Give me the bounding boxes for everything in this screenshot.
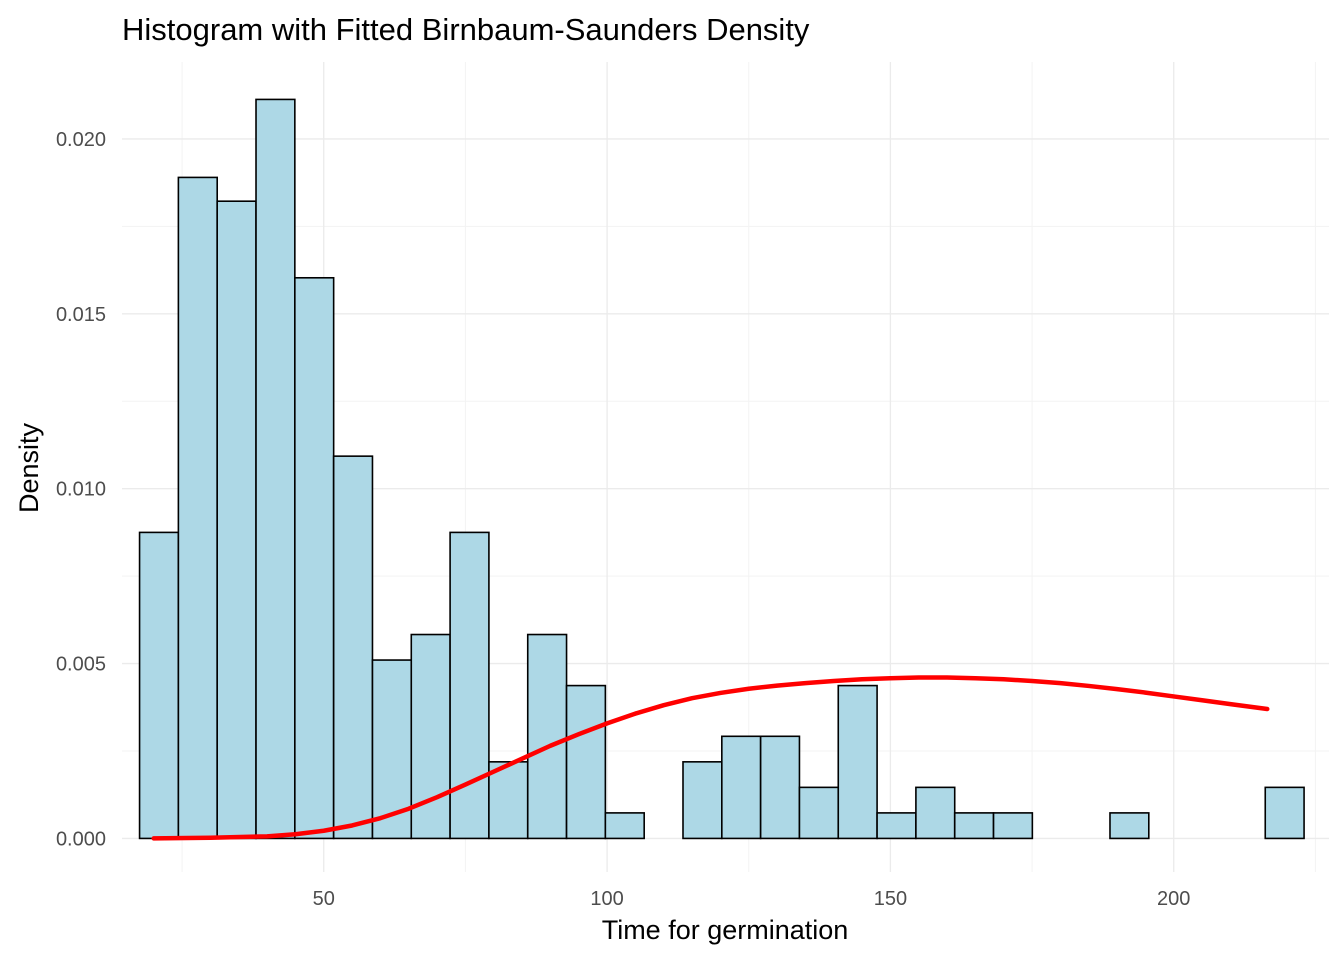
y-axis-title: Density xyxy=(14,422,44,513)
histogram-bar xyxy=(915,786,956,840)
histogram-bar xyxy=(177,176,218,840)
histogram-bar xyxy=(837,684,878,840)
y-tick-label: 0.020 xyxy=(56,129,106,151)
density-curve-line xyxy=(151,675,1270,841)
histogram-bar xyxy=(410,633,451,840)
histogram-bar xyxy=(1109,812,1150,840)
histogram-bars xyxy=(138,98,1305,840)
histogram-bar xyxy=(294,276,335,840)
histogram-bar xyxy=(138,531,180,840)
x-tick-label: 150 xyxy=(874,888,907,910)
histogram-bar xyxy=(449,531,490,840)
histogram-bar xyxy=(255,98,296,840)
histogram-bar xyxy=(992,812,1034,840)
x-tick-label: 100 xyxy=(590,888,623,910)
x-tick-label: 50 xyxy=(313,888,335,910)
histogram-bar xyxy=(565,684,607,840)
chart-title: Histogram with Fitted Birnbaum-Saunders … xyxy=(122,12,810,47)
y-tick-label: 0.005 xyxy=(56,654,106,676)
histogram-bar xyxy=(953,812,995,840)
histogram-bar xyxy=(332,455,374,840)
histogram-bar xyxy=(721,735,762,840)
y-tick-label: 0.000 xyxy=(56,828,106,850)
histogram-bar xyxy=(798,786,840,840)
y-tick-label: 0.015 xyxy=(56,304,106,326)
histogram-bar xyxy=(216,200,257,840)
histogram-bar xyxy=(604,812,645,840)
histogram-bar xyxy=(488,761,529,840)
histogram-bar xyxy=(876,812,917,840)
x-axis-title: Time for germination xyxy=(602,915,849,945)
axis-tick-labels: 50 100 150 200 0.000 0.005 0.010 0.015 0.020 xyxy=(56,129,1190,910)
histogram-bar xyxy=(526,633,568,840)
x-tick-label: 200 xyxy=(1157,888,1190,910)
histogram-bar xyxy=(759,735,801,840)
fitted-density-curve xyxy=(151,675,1270,841)
histogram-bar xyxy=(1264,786,1305,840)
y-tick-label: 0.010 xyxy=(56,479,106,501)
histogram-bar xyxy=(682,761,723,840)
